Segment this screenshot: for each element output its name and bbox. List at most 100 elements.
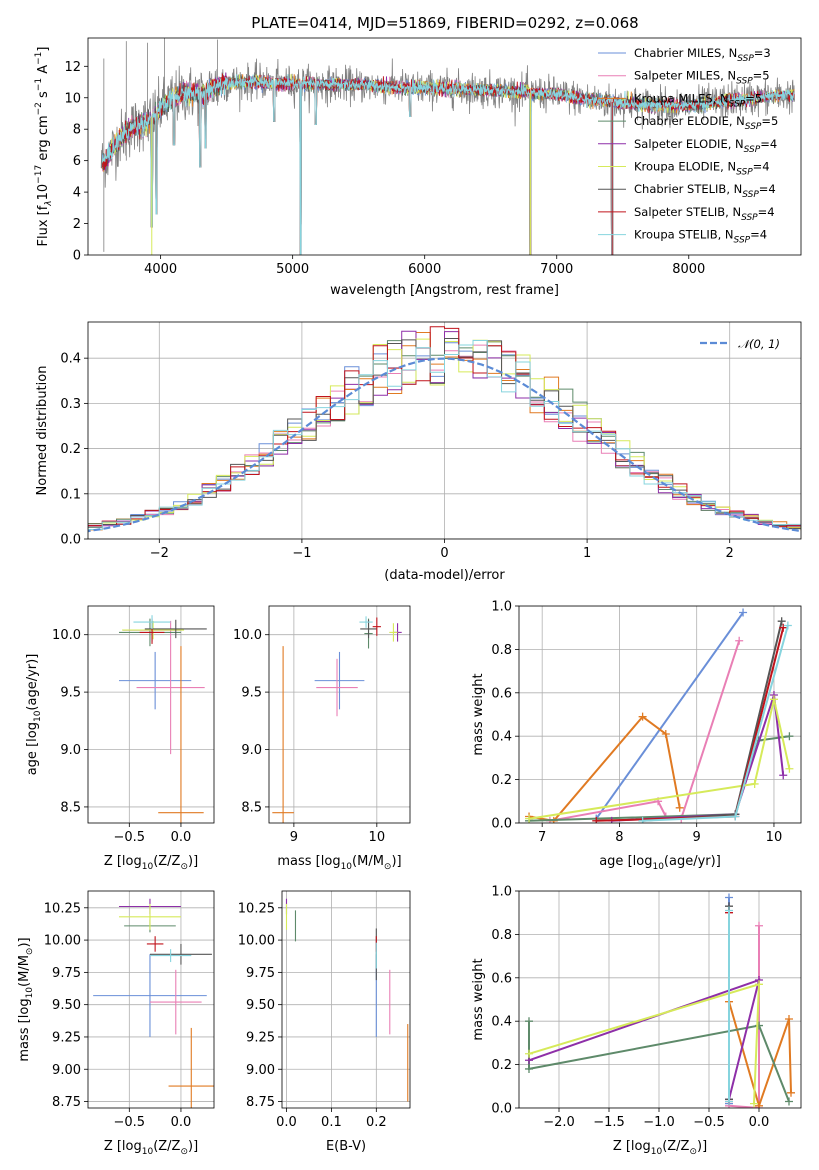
y-tick-label: 9.50: [52, 998, 81, 1013]
y-tick-label: 8.75: [52, 1095, 81, 1110]
panel-age_vs_mass: 9 10 8.5 9.0 9.5 10.0 mass [log10(M/M⊙)]: [233, 605, 411, 872]
errorbar-point: [133, 615, 171, 629]
y-tick-label: 8.75: [246, 1095, 275, 1110]
x-tick-label: 0.0: [171, 1115, 192, 1130]
y-tick-label: 10: [64, 91, 81, 106]
weight-marker: [525, 1064, 533, 1073]
x-tick-label: 1: [583, 546, 591, 561]
y-tick-label: 0.2: [60, 442, 81, 457]
y-tick-label: 0.8: [491, 643, 512, 658]
axes-frame: [87, 605, 215, 824]
weight-marker: [750, 779, 759, 788]
x-axis-label: Z [log10(Z/Z⊙)]: [613, 1139, 707, 1157]
errorbar-point: [144, 619, 207, 639]
errorbar-point: [149, 943, 212, 965]
x-axis-label: Z [log10(Z/Z⊙)]: [104, 854, 198, 872]
errorbar-point: [316, 658, 358, 717]
weight-marker: [785, 1015, 793, 1024]
errorbar-point: [168, 1027, 214, 1108]
x-tick-label: −0.5: [693, 1115, 725, 1130]
y-tick-label: 8.5: [241, 800, 262, 815]
legend-entry: Chabrier ELODIE, NSSP=5: [634, 114, 778, 132]
errorbar-point: [118, 651, 192, 710]
weight-marker: [739, 608, 748, 617]
axes-frame: [268, 605, 411, 824]
weight-marker: [777, 617, 786, 626]
y-tick-label: 2: [73, 217, 81, 232]
errorbar-point: [118, 903, 181, 930]
y-tick-label: 0.4: [60, 352, 81, 367]
weight-marker: [725, 1097, 733, 1106]
legend-entry: Chabrier MILES, NSSP=3: [634, 46, 771, 64]
weight-marker: [769, 695, 778, 704]
weight-marker: [779, 771, 788, 780]
y-tick-label: 6: [73, 154, 81, 169]
y-tick-label: 0.3: [60, 397, 81, 412]
axes-frame: [87, 890, 215, 1109]
panel-mass_vs_ebv: 0.0 0.1 0.2 8.75 9.00 9.25 9.50 9.75 10.00 10.25 E…: [238, 890, 411, 1154]
legend-entry: Kroupa ELODIE, NSSP=4: [634, 160, 770, 178]
y-tick-label: 9.0: [60, 743, 81, 758]
y-tick-label: 0.0: [491, 817, 512, 832]
y-tick-label: 8.5: [60, 800, 81, 815]
weight-marker: [750, 1099, 758, 1108]
weight-marker: [785, 732, 794, 741]
errorbar-point: [389, 623, 398, 642]
plot-area: [88, 891, 214, 1108]
y-axis-label: mass [log10(M/M⊙)]: [17, 937, 35, 1061]
weight-marker: [725, 893, 733, 902]
errorbar-point: [360, 619, 377, 639]
plot-area: [282, 891, 410, 1108]
x-tick-label: −2.0: [543, 1115, 575, 1130]
panel-weight_vs_age: 7 8 9 10 0.0 0.2 0.4 0.6 0.8 1.0 age [log10(age/yr…: [471, 600, 802, 872]
x-axis-label: Z [log10(Z/Z⊙)]: [104, 1139, 198, 1157]
x-tick-label: 9: [693, 830, 701, 845]
y-tick-label: 0.4: [491, 730, 512, 745]
errorbar-point: [359, 616, 373, 628]
y-tick-label: 0.1: [60, 487, 81, 502]
y-tick-label: 0.0: [491, 1102, 512, 1117]
y-tick-label: 0.2: [491, 1058, 512, 1073]
y-tick-label: 9.00: [246, 1063, 275, 1078]
plot-area: [519, 891, 801, 1108]
x-tick-label: 0.0: [276, 1115, 297, 1130]
x-tick-label: 10: [766, 830, 783, 845]
x-axis-label: E(B-V): [326, 1139, 366, 1154]
y-axis-label: age [log10(age/yr)]: [25, 654, 43, 776]
y-tick-label: 10.0: [52, 628, 81, 643]
legend-entry: Kroupa STELIB, NSSP=4: [634, 228, 767, 246]
y-axis-label: Normed distribution: [35, 366, 50, 496]
legend: Chabrier MILES, NSSP=3 Salpeter MILES, NS…: [598, 46, 778, 246]
errorbar-point: [314, 651, 365, 710]
y-tick-label: 0: [73, 249, 81, 264]
histogram-kroupa-stelib: [88, 340, 801, 533]
y-tick-label: 1.0: [491, 885, 512, 900]
weight-line-chabrier-elodie: [528, 1021, 790, 1102]
panel-mass_vs_Z: −0.5 0.0 8.75 9.00 9.25 9.50 9.75 10.00 10.25 Z […: [17, 890, 215, 1157]
x-tick-label: 6000: [408, 262, 441, 277]
y-tick-label: 9.25: [52, 1030, 81, 1045]
errorbar-point: [136, 620, 205, 755]
x-tick-label: 8000: [672, 262, 705, 277]
x-tick-label: 5000: [276, 262, 309, 277]
weight-marker: [783, 621, 792, 630]
y-tick-label: 10.00: [44, 934, 81, 949]
x-tick-label: −1.0: [643, 1115, 675, 1130]
y-tick-label: 9.5: [241, 686, 262, 701]
model-spectrum-kroupa-stelib: [102, 74, 795, 255]
panel-age_vs_Z: −0.5 0.0 8.5 9.0 9.5 10.0 Z [log10(Z/Z⊙)] age […: [25, 605, 215, 872]
x-axis-label: wavelength [Angstrom, rest frame]: [330, 283, 559, 298]
y-tick-label: 1.0: [491, 600, 512, 615]
plot-area: [100, 38, 795, 255]
x-tick-label: −1.5: [593, 1115, 625, 1130]
x-tick-label: 0.0: [749, 1115, 770, 1130]
y-axis-label: Flux [fλ10−17 erg cm−2 s−1 A−1]: [34, 47, 54, 247]
y-tick-label: 10.00: [238, 934, 275, 949]
plot-area: [519, 606, 801, 823]
legend-entry: Salpeter MILES, NSSP=5: [634, 69, 770, 87]
weight-marker: [755, 980, 763, 989]
weight-marker: [731, 812, 740, 821]
weight-line-chabrier-miles: [595, 611, 744, 820]
x-tick-label: 10: [369, 830, 386, 845]
